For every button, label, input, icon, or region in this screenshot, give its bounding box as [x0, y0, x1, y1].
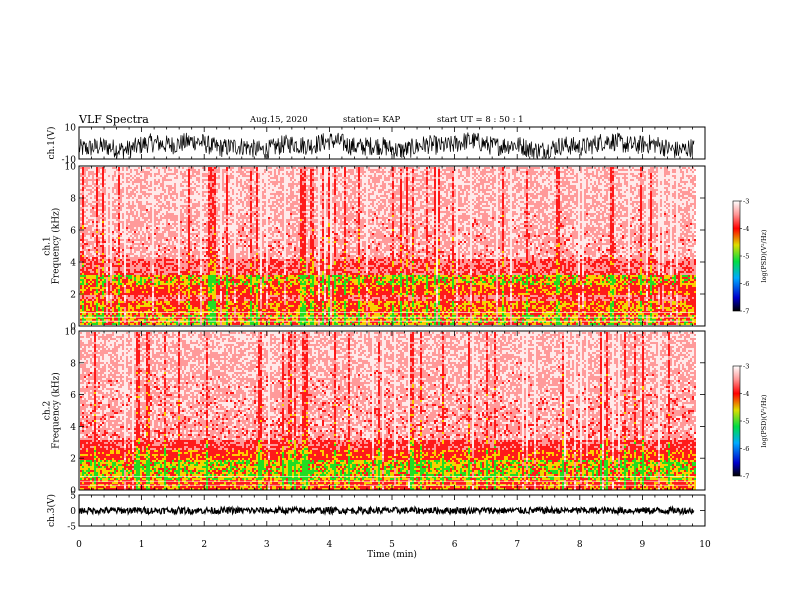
x-tick-label: 7	[514, 540, 520, 550]
ch1-colorbar: -3 -4 -5 -6 -7 log(PSD)(V²/Hz)	[732, 198, 768, 316]
ch1-waveform-ytick-label: 10	[65, 124, 77, 134]
ch1-spectrogram-ytick-label: 6	[70, 227, 76, 237]
colorbar-tick-label: -4	[743, 225, 749, 233]
ch1-spectrogram-ytick-label: 0	[70, 323, 76, 333]
x-axis-label: Time (min)	[367, 549, 417, 560]
x-tick-label: 5	[389, 540, 395, 550]
ch3-waveform-ytick-label: 5	[70, 492, 76, 502]
x-tick-label: 0	[76, 540, 82, 550]
ch3-waveform-ytick-label: -5	[67, 523, 76, 533]
ch1-spectrogram-panel: 0 2 4 6 8 10 ch.1 Frequency (kHz)	[43, 163, 706, 333]
ch2-spectrogram-ylabel: ch.2	[43, 401, 53, 420]
ch1-waveform-trace	[78, 132, 695, 160]
ch1-spectrogram-ylabel: Frequency (kHz)	[51, 208, 62, 285]
x-tick-label: 9	[640, 540, 646, 550]
colorbar-tick-label: -6	[743, 280, 749, 288]
colorbar-scale	[732, 200, 741, 312]
ch2-spectrogram-ytick-label: 6	[70, 391, 76, 401]
ch1-waveform-ylabel: ch.1(V)	[46, 127, 57, 160]
ch2-spectrogram-ytick-label: 8	[70, 359, 76, 369]
x-tick-label: 10	[699, 540, 711, 550]
colorbar-tick-label: -4	[743, 390, 749, 398]
ch3-waveform-ytick-label: 0	[70, 507, 76, 517]
ch1-spectrogram-ytick-label: 8	[70, 195, 76, 205]
chart-title: VLF Spectra	[79, 113, 149, 126]
ch1-waveform-panel: 10 -10 ch.1(V)	[46, 124, 706, 166]
start-ut-label: start UT = 8 : 50 : 1	[437, 115, 524, 125]
ch1-waveform-ytick-label: -10	[62, 156, 77, 166]
ch2-spectrogram-ytick-label: 10	[65, 328, 77, 338]
colorbar-label: log(PSD)(V²/Hz)	[760, 394, 768, 447]
x-tick-label: 2	[201, 540, 207, 550]
ch2-colorbar: -3 -4 -5 -6 -7 log(PSD)(V²/Hz)	[732, 363, 768, 481]
date-label: Aug.15, 2020	[250, 115, 308, 125]
station-label: station= KAP	[343, 115, 400, 125]
ch1-spectrogram-ylabel: ch.1	[43, 236, 53, 255]
ch2-spectrogram-ytick-label: 4	[70, 423, 76, 433]
x-tick-label: 1	[139, 540, 145, 550]
ch2-spectrogram-ytick-label: 0	[70, 487, 76, 497]
colorbar-tick-label: -5	[743, 253, 749, 261]
colorbar-tick-label: -7	[743, 473, 749, 481]
ch1-spectrogram-ytick-label: 2	[70, 291, 76, 301]
ch2-spectrogram-ylabel: Frequency (kHz)	[51, 372, 62, 449]
x-tick-label: 4	[327, 540, 333, 550]
colorbar-tick-label: -6	[743, 445, 749, 453]
ch3-waveform-ylabel: ch.3(V)	[46, 494, 57, 527]
x-tick-label: 8	[577, 540, 583, 550]
colorbar-tick-label: -3	[743, 363, 749, 371]
x-tick-label: 6	[452, 540, 458, 550]
colorbar-tick-label: -5	[743, 418, 749, 426]
ch1-spectrogram-ytick-label: 10	[65, 163, 77, 173]
ch2-spectrogram-panel: 0 2 4 6 8 10 ch.2 Frequency (kHz)	[43, 328, 706, 497]
ch1-spectrogram-ytick-label: 4	[70, 259, 76, 269]
colorbar-label: log(PSD)(V²/Hz)	[760, 229, 768, 282]
ch2-spectrogram-ytick-label: 2	[70, 455, 76, 465]
x-tick-label: 3	[264, 540, 270, 550]
colorbar-scale	[732, 365, 741, 477]
ch3-waveform-trace	[78, 504, 695, 517]
colorbar-tick-label: -7	[743, 308, 749, 316]
colorbar-tick-label: -3	[743, 198, 749, 206]
